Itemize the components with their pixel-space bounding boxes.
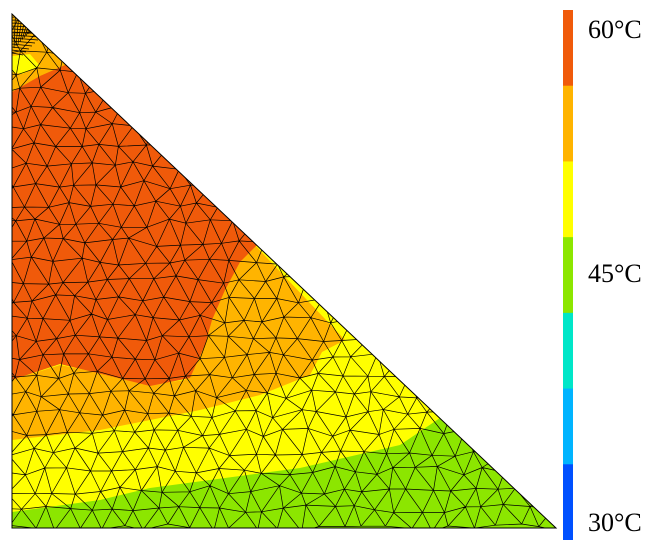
colorbar-segment (563, 10, 573, 87)
colorbar-label: 45°C (588, 259, 642, 288)
region-dark-orange (12, 62, 262, 386)
region-green (12, 400, 556, 528)
colorbar-segment (563, 388, 573, 465)
colorbar-segment (563, 237, 573, 314)
temperature-field (12, 14, 556, 528)
domain-outline (11, 12, 558, 529)
colorbar-segment (563, 85, 573, 162)
colorbar-label: 60°C (588, 15, 642, 44)
colorbar-segment (563, 312, 573, 390)
colorbar-label: 30°C (588, 508, 642, 537)
colorbar-segment (563, 464, 573, 540)
region-light-orange (12, 240, 345, 440)
colorbar (563, 10, 573, 540)
colorbar-segment (563, 161, 573, 238)
